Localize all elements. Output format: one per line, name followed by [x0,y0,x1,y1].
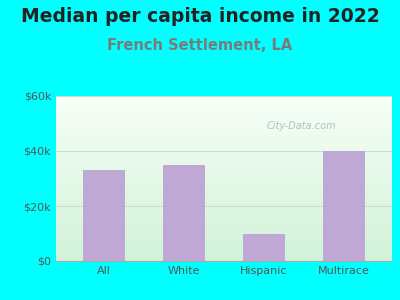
Bar [83,170,125,261]
Text: City-Data.com: City-Data.com [266,121,336,131]
Text: French Settlement, LA: French Settlement, LA [107,38,293,52]
Text: Median per capita income in 2022: Median per capita income in 2022 [21,8,379,26]
Bar [323,151,365,261]
Bar [163,165,205,261]
Bar [243,233,285,261]
